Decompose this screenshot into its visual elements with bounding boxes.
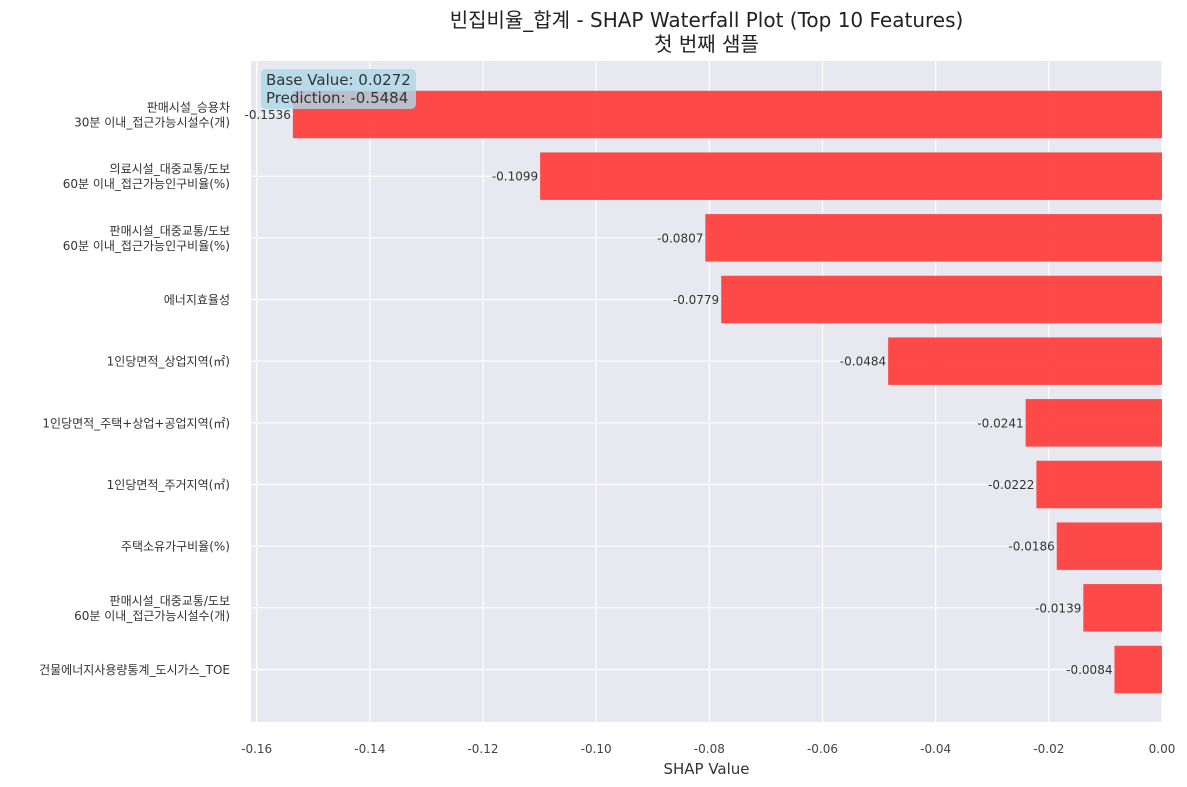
x-tick-label: -0.16 (241, 742, 272, 756)
y-tick-label-line: 의료시설_대중교통/도보 (110, 162, 230, 176)
y-tick-label-3: 판매시설_대중교통/도보 60분 이내_접근가능인구비율(%) (63, 224, 230, 253)
chart-subtitle: 첫 번째 샘플 (654, 32, 759, 56)
y-tick-label-line: 판매시설_승용차 (147, 101, 230, 115)
y-tick-label-5: 1인당면적_상업지역(㎡) (107, 355, 230, 369)
y-tick-label-7: 1인당면적_주거지역(㎡) (107, 478, 230, 492)
y-tick-label-line: 에너지효율성 (164, 293, 230, 307)
prediction-text: Prediction: -0.5484 (266, 89, 409, 107)
x-tick-label: -0.12 (467, 742, 498, 756)
y-tick-label-line: 30분 이내_접근가능시설수(개) (74, 116, 230, 130)
y-tick-label-line: 1인당면적_주택+상업+공업지역(㎡) (42, 416, 230, 430)
x-tick-label: -0.06 (807, 742, 838, 756)
y-tick-label-line: 건물에너지사용량통계_도시가스_TOE (39, 663, 230, 677)
bar-2 (540, 152, 1162, 200)
value-label-3: -0.0807 (657, 231, 703, 245)
value-label-9: -0.0139 (1035, 601, 1081, 615)
bar-10 (1114, 645, 1162, 694)
y-tick-label-line: 판매시설_대중교통/도보 (110, 594, 230, 608)
x-tick-label: -0.14 (354, 742, 385, 756)
bar-5 (888, 337, 1162, 385)
bar-4 (721, 275, 1162, 324)
y-tick-label-line: 1인당면적_주거지역(㎡) (107, 478, 230, 492)
bar-9 (1083, 584, 1162, 632)
value-label-10: -0.0084 (1066, 663, 1112, 677)
value-label-8: -0.0186 (1008, 540, 1054, 554)
chart-title: 빈집비율_합계 - SHAP Waterfall Plot (Top 10 Fe… (449, 8, 964, 32)
x-tick-label: 0.00 (1149, 742, 1176, 756)
y-tick-label-8: 주택소유가구비율(%) (121, 540, 230, 554)
x-tick-label: -0.02 (1033, 742, 1064, 756)
x-axis-label: SHAP Value (663, 760, 750, 778)
y-tick-label-4: 에너지효율성 (164, 293, 230, 307)
y-tick-label-line: 1인당면적_상업지역(㎡) (107, 355, 230, 369)
bar-8 (1056, 522, 1162, 570)
bar-1 (292, 90, 1162, 139)
x-tick-label: -0.04 (920, 742, 951, 756)
value-label-1: -0.1536 (245, 108, 291, 122)
y-tick-label-6: 1인당면적_주택+상업+공업지역(㎡) (42, 416, 230, 430)
y-tick-label-line: 60분 이내_접근가능인구비율(%) (63, 177, 230, 191)
y-tick-label-9: 판매시설_대중교통/도보 60분 이내_접근가능시설수(개) (74, 594, 230, 623)
y-tick-label-line: 판매시설_대중교통/도보 (110, 224, 230, 238)
y-tick-label-line: 60분 이내_접근가능인구비율(%) (63, 239, 230, 253)
value-label-4: -0.0779 (673, 293, 719, 307)
y-tick-label-line: 60분 이내_접근가능시설수(개) (74, 609, 230, 623)
value-label-2: -0.1099 (492, 170, 538, 184)
x-tick-label: -0.08 (694, 742, 725, 756)
base-value-text: Base Value: 0.0272 (266, 71, 411, 89)
chart-title-block: 빈집비율_합계 - SHAP Waterfall Plot (Top 10 Fe… (251, 8, 1162, 56)
y-tick-label-line: 주택소유가구비율(%) (121, 540, 230, 554)
value-label-5: -0.0484 (840, 355, 886, 369)
bar-7 (1036, 460, 1162, 509)
value-label-7: -0.0222 (988, 478, 1034, 492)
y-tick-label-1: 판매시설_승용차 30분 이내_접근가능시설수(개) (74, 101, 230, 130)
base-value-annotation: Base Value: 0.0272 Prediction: -0.5484 (261, 69, 416, 109)
bar-6 (1025, 399, 1162, 447)
y-tick-label-10: 건물에너지사용량통계_도시가스_TOE (39, 663, 230, 677)
value-label-6: -0.0241 (977, 416, 1023, 430)
y-tick-label-2: 의료시설_대중교통/도보 60분 이내_접근가능인구비율(%) (63, 162, 230, 191)
bar-3 (705, 214, 1162, 262)
x-tick-label: -0.10 (581, 742, 612, 756)
